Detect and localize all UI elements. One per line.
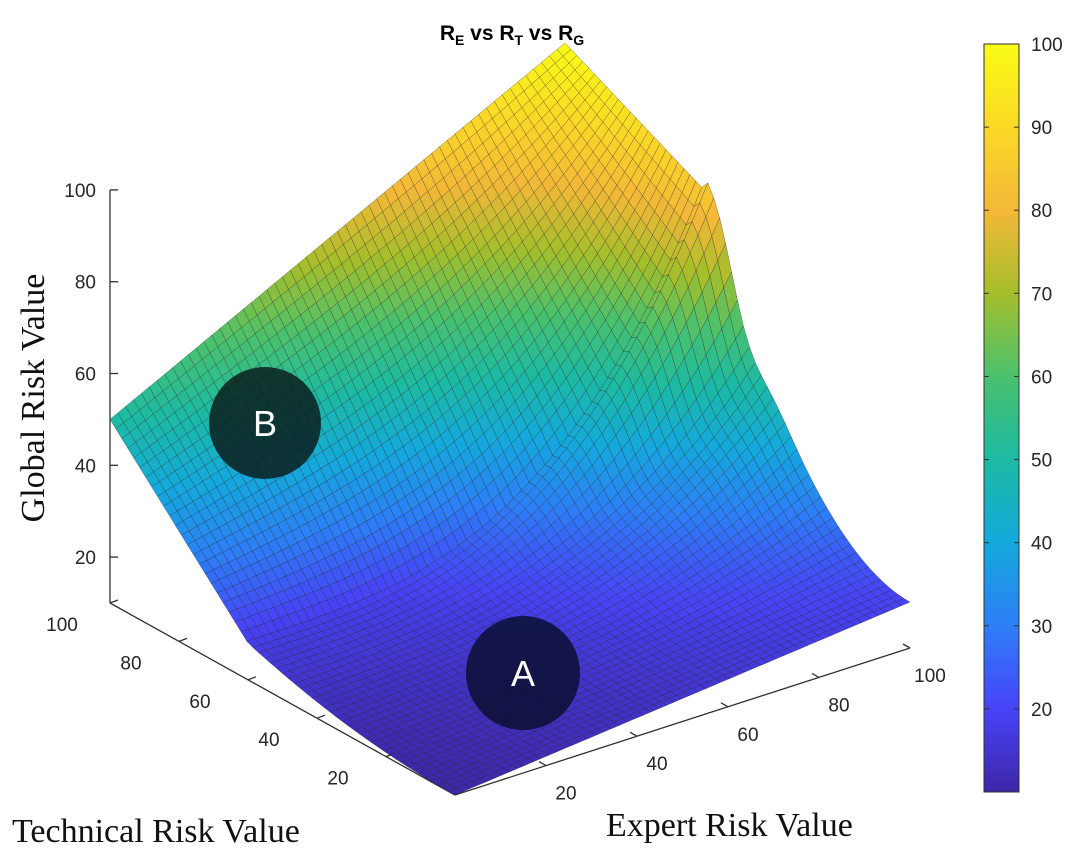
y-tick-label: 40: [258, 730, 279, 751]
colorbar-tick-label: 60: [1031, 367, 1052, 388]
z-tick-label: 60: [75, 365, 96, 386]
axes: [109, 190, 911, 796]
x-tick: [538, 761, 547, 767]
colorbar-tick-label: 20: [1031, 700, 1052, 721]
colorbar-tick-label: 70: [1031, 284, 1052, 305]
surface-cell: [895, 598, 911, 606]
x-tick: [811, 672, 820, 678]
colorbar-gradient: [983, 43, 1020, 793]
x-tick: [629, 731, 638, 737]
marker-a-label: A: [511, 653, 535, 694]
y-axis-line: [109, 602, 456, 796]
z-axis-label: Global Risk Value: [15, 274, 52, 523]
z-tick-label: 20: [75, 548, 96, 569]
x-tick-label: 40: [646, 754, 667, 775]
y-axis-label: Technical Risk Value: [12, 813, 300, 848]
marker-b-circle: [209, 367, 321, 479]
z-tick-label: 80: [75, 273, 96, 294]
y-tick: [247, 676, 257, 681]
y-tick-label: 100: [46, 615, 78, 636]
marker-a-circle: [466, 616, 580, 730]
colorbar-tick-label: 30: [1031, 617, 1052, 638]
x-tick: [720, 702, 729, 708]
y-tick: [316, 714, 326, 719]
marker-b-label: B: [253, 403, 277, 444]
chart-title: RE vs RT vs RG: [440, 22, 584, 48]
colorbar-tick-label: 50: [1031, 451, 1052, 472]
y-tick-label: 20: [327, 769, 348, 790]
z-tick-label: 40: [75, 456, 96, 477]
x-axis-label: Expert Risk Value: [606, 807, 853, 844]
y-tick-label: 80: [120, 653, 141, 674]
region-markers: B A: [209, 367, 580, 730]
x-tick: [902, 643, 911, 649]
colorbar-tick-label: 40: [1031, 534, 1052, 555]
z-tick-label: 100: [64, 181, 96, 202]
colorbar: 20 30 40 50 60 70 80 90 100: [983, 35, 1063, 793]
y-tick-label: 60: [189, 692, 210, 713]
y-tick: [109, 599, 119, 604]
axis-ticks: 20 40 60 80 100 20 40 60 80 100 20 40 60 80 100: [46, 181, 946, 805]
x-tick-label: 20: [555, 784, 576, 805]
colorbar-tick-label: 90: [1031, 118, 1052, 139]
x-tick-label: 60: [737, 725, 758, 746]
x-tick-label: 80: [828, 695, 849, 716]
colorbar-tick-label: 100: [1031, 35, 1063, 56]
y-tick: [178, 637, 188, 643]
x-axis-line: [454, 647, 911, 796]
colorbar-tick-label: 80: [1031, 201, 1052, 222]
x-tick-label: 100: [914, 666, 946, 687]
